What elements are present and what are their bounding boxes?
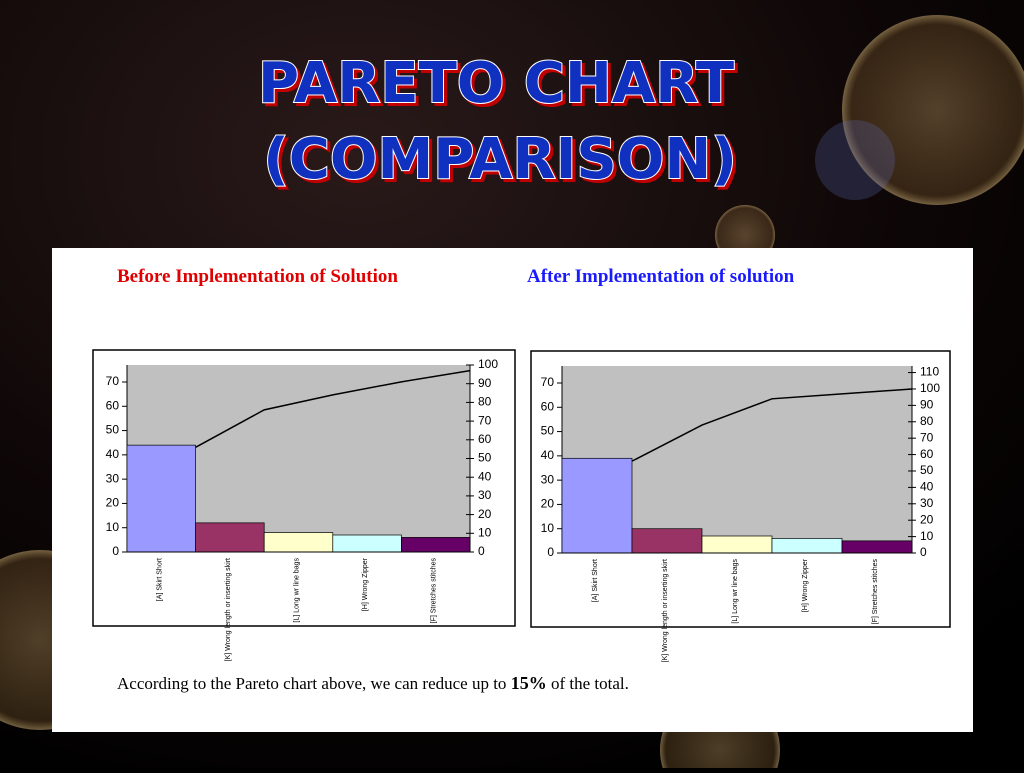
y2-tick-label: 10 bbox=[478, 525, 492, 539]
y2-tick-label: 100 bbox=[920, 381, 940, 395]
y-tick-label: 0 bbox=[547, 545, 554, 559]
y2-tick-label: 80 bbox=[478, 395, 492, 409]
x-tick-label: [A] Skirt Short bbox=[156, 558, 163, 601]
y2-tick-label: 90 bbox=[478, 376, 492, 390]
y-tick-label: 60 bbox=[541, 399, 555, 413]
y2-tick-label: 40 bbox=[478, 469, 492, 483]
y2-tick-label: 110 bbox=[920, 365, 939, 379]
y-tick-label: 70 bbox=[541, 375, 555, 389]
y2-tick-label: 30 bbox=[478, 488, 492, 502]
y2-tick-label: 0 bbox=[478, 544, 485, 558]
bar bbox=[195, 522, 265, 553]
bar bbox=[126, 444, 196, 553]
y-tick-label: 40 bbox=[106, 447, 120, 461]
caption-emphasis: 15% bbox=[511, 673, 547, 693]
bokeh bbox=[842, 15, 1024, 205]
y-tick-label: 10 bbox=[106, 520, 120, 534]
y-tick-label: 20 bbox=[541, 497, 555, 511]
bar bbox=[332, 534, 402, 553]
bar bbox=[561, 457, 633, 554]
x-tick-label: [A] Skirt Short bbox=[592, 559, 599, 602]
caption-text: According to the Pareto chart above, we … bbox=[117, 674, 511, 693]
y2-tick-label: 0 bbox=[920, 545, 927, 559]
caption: According to the Pareto chart above, we … bbox=[117, 673, 629, 693]
x-tick-label: [L] Long wr line bags bbox=[294, 558, 301, 623]
bar bbox=[701, 535, 773, 554]
chart-title: After Implementation of solution bbox=[527, 266, 795, 287]
y2-tick-label: 20 bbox=[478, 507, 492, 521]
y2-tick-label: 30 bbox=[920, 496, 934, 510]
y2-tick-label: 50 bbox=[478, 451, 492, 465]
y-tick-label: 50 bbox=[106, 423, 120, 437]
chart-title: Before Implementation of Solution bbox=[117, 266, 398, 287]
cumulative-line bbox=[631, 388, 913, 462]
y-tick-label: 70 bbox=[106, 374, 120, 388]
bar bbox=[263, 532, 334, 553]
y-tick-label: 20 bbox=[106, 496, 120, 510]
y2-tick-label: 60 bbox=[478, 432, 492, 446]
cumulative-line bbox=[195, 369, 471, 448]
x-tick-label: [F] Stretches stitches bbox=[872, 559, 879, 625]
x-tick-label: [K] Wrong length or inserting skirt bbox=[225, 558, 232, 661]
y2-tick-label: 40 bbox=[920, 480, 934, 494]
y2-tick-label: 70 bbox=[478, 413, 492, 427]
y-tick-label: 0 bbox=[112, 544, 119, 558]
title-line: (COMPARISON) bbox=[263, 127, 737, 192]
y2-tick-label: 50 bbox=[920, 463, 934, 477]
y-tick-label: 40 bbox=[541, 448, 555, 462]
bar bbox=[401, 537, 471, 553]
bar bbox=[771, 538, 843, 554]
bar bbox=[841, 540, 913, 554]
y-tick-label: 60 bbox=[106, 398, 120, 412]
y-tick-label: 10 bbox=[541, 521, 555, 535]
y2-tick-label: 20 bbox=[920, 512, 934, 526]
bokeh bbox=[815, 120, 895, 200]
y-tick-label: 30 bbox=[106, 471, 120, 485]
title-line: PARETO CHART bbox=[258, 51, 734, 116]
y2-tick-label: 60 bbox=[920, 447, 934, 461]
y-tick-label: 30 bbox=[541, 472, 555, 486]
slide-title: PARETO CHART (COMPARISON) bbox=[257, 50, 738, 193]
x-tick-label: [H] Wrong Zipper bbox=[362, 557, 369, 611]
y2-tick-label: 100 bbox=[478, 357, 498, 371]
x-tick-label: [F] Stretches stitches bbox=[431, 558, 438, 624]
y2-tick-label: 10 bbox=[920, 529, 934, 543]
x-tick-label: [K] Wrong length or inserting skirt bbox=[662, 559, 669, 662]
bar bbox=[631, 528, 703, 554]
y2-tick-label: 80 bbox=[920, 414, 934, 428]
x-tick-label: [H] Wrong Zipper bbox=[802, 558, 809, 612]
caption-text: of the total. bbox=[547, 674, 629, 693]
y-tick-label: 50 bbox=[541, 424, 555, 438]
y2-tick-label: 90 bbox=[920, 398, 934, 412]
y2-tick-label: 70 bbox=[920, 430, 934, 444]
x-tick-label: [L] Long wr line bags bbox=[732, 559, 739, 624]
